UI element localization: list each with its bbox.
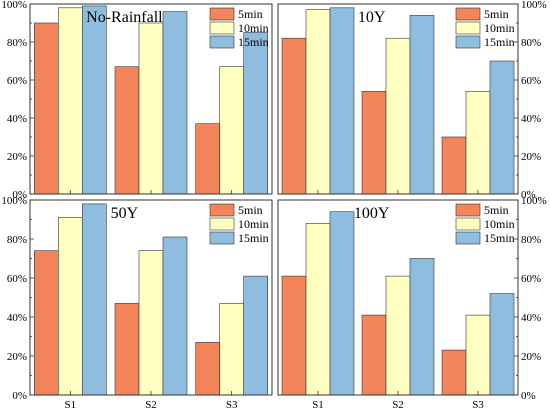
- bar-s1-5min: [281, 275, 307, 396]
- legend-label: 15min: [238, 231, 269, 245]
- legend-label: 5min: [238, 7, 263, 21]
- bar-s1-10min: [57, 217, 83, 396]
- chart-panel-3: S1 S2 S3 0% 20% 40% 60% 80% 100% 50Y 5min10min15mi…: [1, 195, 273, 411]
- y-tick-label: 20%: [521, 351, 541, 363]
- bar-s3-5min: [195, 123, 220, 195]
- y-tick-label: 0%: [521, 390, 536, 402]
- legend-label: 10min: [238, 217, 269, 231]
- legend-swatch-15min: [209, 231, 235, 245]
- legend-swatch-5min: [209, 7, 235, 21]
- bar-s2-10min: [385, 275, 411, 396]
- bar-s3-15min: [489, 60, 515, 195]
- bar-s1-15min: [329, 211, 355, 396]
- chart-panel-1: 0% 20% 40% 60% 80% 100% No-Rainfall 5min10min15…: [1, 0, 273, 201]
- panel-title: 100Y: [354, 205, 390, 222]
- bar-s3-15min: [243, 32, 268, 195]
- bar-s3-5min: [441, 349, 467, 396]
- bar-s2-15min: [162, 11, 188, 195]
- bar-s3-15min: [489, 293, 515, 396]
- legend-swatch-5min: [455, 7, 481, 21]
- y-tick-label: 80%: [7, 37, 27, 49]
- y-tick-label: 100%: [521, 0, 547, 11]
- bar-s3-5min: [441, 136, 467, 195]
- bar-s2-5min: [361, 314, 387, 396]
- legend-swatch-10min: [209, 217, 235, 231]
- chart-panel-4: S1 S2 S3 0% 20% 40% 60% 80% 100% 100Y 5min10min15m…: [277, 195, 547, 411]
- y-tick-label: 80%: [7, 234, 27, 246]
- y-tick-label: 80%: [521, 37, 541, 49]
- legend-label: 15min: [484, 35, 515, 49]
- y-tick-label: 60%: [7, 75, 27, 87]
- bar-s1-10min: [305, 223, 331, 396]
- bar-s2-15min: [409, 258, 435, 396]
- legend-swatch-10min: [455, 217, 481, 231]
- y-tick-label: 20%: [7, 151, 27, 163]
- y-tick-label: 40%: [7, 312, 27, 324]
- legend-label: 10min: [484, 21, 515, 35]
- legend-swatch-10min: [209, 21, 235, 35]
- y-tick-label: 60%: [521, 273, 541, 285]
- legend-swatch-10min: [455, 21, 481, 35]
- x-tick-label: S3: [472, 399, 484, 411]
- x-tick-label: S1: [312, 399, 324, 411]
- bar-s2-15min: [162, 236, 188, 396]
- legend-swatch-15min: [209, 35, 235, 49]
- y-tick-label: 0%: [12, 390, 27, 402]
- y-tick-label: 60%: [521, 75, 541, 87]
- y-tick-label: 0%: [12, 189, 27, 201]
- bar-s2-15min: [409, 15, 435, 195]
- bar-s1-5min: [281, 37, 307, 195]
- y-tick-label: 20%: [521, 151, 541, 163]
- legend-label: 15min: [238, 35, 269, 49]
- y-tick-label: 60%: [7, 273, 27, 285]
- bar-s1-5min: [33, 22, 59, 195]
- bar-s2-5min: [114, 303, 140, 396]
- bar-s3-10min: [465, 91, 491, 195]
- bar-s1-10min: [57, 7, 83, 195]
- x-tick-label: S2: [392, 399, 404, 411]
- bar-s1-15min: [82, 5, 107, 195]
- y-tick-label: 100%: [521, 195, 547, 207]
- bar-s3-10min: [465, 314, 491, 396]
- y-tick-label: 20%: [7, 351, 27, 363]
- legend-swatch-5min: [455, 203, 481, 217]
- bar-s3-5min: [195, 342, 220, 396]
- legend-label: 5min: [238, 203, 263, 217]
- panel-title: 10Y: [358, 9, 386, 26]
- legend-swatch-5min: [209, 203, 235, 217]
- legend-label: 15min: [484, 231, 515, 245]
- x-tick-label: S2: [145, 399, 157, 411]
- legend-label: 10min: [238, 21, 269, 35]
- bar-s1-15min: [82, 203, 107, 396]
- bar-s1-10min: [305, 9, 331, 195]
- bar-s3-15min: [243, 275, 268, 396]
- bar-s2-5min: [361, 91, 387, 195]
- x-tick-label: S1: [65, 399, 77, 411]
- y-tick-label: 80%: [521, 234, 541, 246]
- bar-s2-10min: [138, 250, 164, 396]
- legend-label: 5min: [484, 203, 509, 217]
- legend-swatch-15min: [455, 35, 481, 49]
- bar-s2-10min: [385, 37, 411, 195]
- bar-s3-10min: [219, 66, 244, 195]
- legend-label: 5min: [484, 7, 509, 21]
- panel-title: No-Rainfall: [86, 9, 163, 26]
- y-tick-label: 100%: [1, 0, 27, 11]
- bar-s1-15min: [329, 7, 355, 195]
- y-tick-label: 100%: [1, 195, 27, 207]
- bar-s2-10min: [138, 22, 164, 195]
- y-tick-label: 40%: [521, 312, 541, 324]
- legend-label: 10min: [484, 217, 515, 231]
- y-tick-label: 40%: [7, 113, 27, 125]
- panel-title: 50Y: [111, 205, 139, 222]
- y-tick-label: 0%: [521, 189, 536, 201]
- bar-s2-5min: [114, 66, 140, 195]
- bar-s3-10min: [219, 303, 244, 396]
- bar-s1-5min: [33, 250, 59, 396]
- legend-swatch-15min: [455, 231, 481, 245]
- x-tick-label: S3: [226, 399, 238, 411]
- y-tick-label: 40%: [521, 113, 541, 125]
